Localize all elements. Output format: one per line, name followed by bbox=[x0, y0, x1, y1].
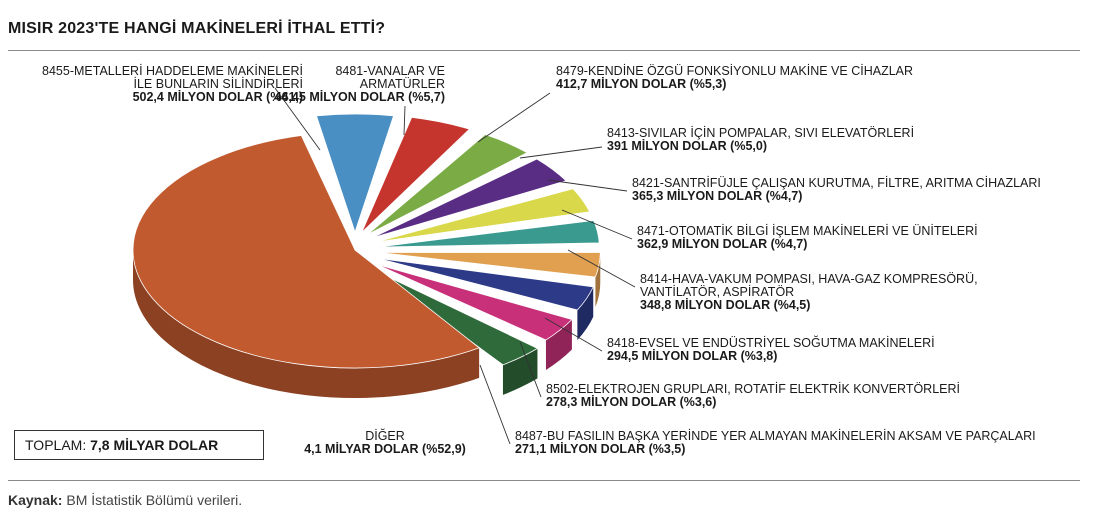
slice-label-3: 8413-SIVILAR İÇİN POMPALAR, SIVI ELEVATÖ… bbox=[607, 126, 914, 153]
slice-label-10: DİĞER 4,1 MİLYAR DOLAR (%52,9) bbox=[304, 428, 466, 456]
pie-slice-10 bbox=[132, 135, 480, 369]
source-text: BM İstatistik Bölümü verileri. bbox=[66, 492, 243, 508]
slice-name-line: 8421-SANTRİFÜJLE ÇALIŞAN KURUTMA, FİLTRE… bbox=[632, 176, 1041, 190]
leader-line-0 bbox=[274, 87, 321, 151]
slice-name-line: 8502-ELEKTROJEN GRUPLARI, ROTATİF ELEKTR… bbox=[546, 382, 960, 396]
leader-line-1 bbox=[403, 105, 406, 136]
slice-label-5: 8471-OTOMATİK BİLGİ İŞLEM MAKİNELERİ VE … bbox=[637, 224, 978, 251]
total-box: TOPLAM: 7,8 MİLYAR DOLAR bbox=[14, 430, 264, 460]
slice-label-4: 8421-SANTRİFÜJLE ÇALIŞAN KURUTMA, FİLTRE… bbox=[632, 176, 1041, 203]
pie-slice-side-8 bbox=[545, 319, 572, 370]
pie-slice-side-7 bbox=[577, 286, 594, 341]
slice-value-label: 365,3 MİLYON DOLAR (%4,7) bbox=[632, 188, 802, 203]
slice-value-label: 4,1 MİLYAR DOLAR (%52,9) bbox=[304, 441, 466, 456]
pie-slice-side-9 bbox=[502, 348, 538, 395]
leader-line-3 bbox=[519, 146, 603, 159]
pie-slice-4 bbox=[375, 188, 591, 243]
top-divider bbox=[8, 50, 1080, 51]
pie-slice-2 bbox=[367, 134, 529, 235]
pie-slice-8 bbox=[375, 263, 573, 341]
slice-name-line: 8414-HAVA-VAKUM POMPASI, HAVA-GAZ KOMPRE… bbox=[640, 272, 978, 286]
slice-value-label: 278,3 MİLYON DOLAR (%3,6) bbox=[546, 394, 716, 409]
slice-value-label: 502,4 MİLYON DOLAR (%6,4) bbox=[133, 89, 303, 104]
slice-name-line: ARMATÜRLER bbox=[360, 77, 445, 91]
slice-value-label: 348,8 MİLYON DOLAR (%4,5) bbox=[640, 297, 810, 312]
slice-label-0: 8455-METALLERİ HADDELEME MAKİNELERİ İLE B… bbox=[42, 64, 303, 104]
slice-name-line: 8418-EVSEL VE ENDÜSTRİYEL SOĞUTMA MAKİNE… bbox=[607, 335, 935, 350]
leader-line-4 bbox=[547, 179, 628, 192]
slice-name-line: 8455-METALLERİ HADDELEME MAKİNELERİ bbox=[42, 64, 303, 78]
chart-title: MISIR 2023'TE HANGİ MAKİNELERİ İTHAL ETT… bbox=[8, 20, 386, 37]
leader-line-2 bbox=[477, 92, 551, 143]
total-label: TOPLAM: bbox=[25, 437, 87, 453]
leader-line-6 bbox=[567, 249, 636, 288]
leader-line-5 bbox=[561, 209, 633, 240]
slice-label-8: 8502-ELEKTROJEN GRUPLARI, ROTATİF ELEKTR… bbox=[546, 382, 960, 409]
pie-slice-side-10 bbox=[133, 250, 480, 399]
leader-line-9 bbox=[479, 364, 511, 445]
slice-label-6: 8414-HAVA-VAKUM POMPASI, HAVA-GAZ KOMPRE… bbox=[640, 272, 978, 312]
pie-slice-5 bbox=[377, 220, 600, 248]
leader-line-8 bbox=[519, 341, 542, 398]
pie-slice-3 bbox=[371, 158, 567, 239]
slice-name-line: VANTİLATÖR, ASPİRATÖR bbox=[640, 285, 794, 299]
slice-label-1: 8481-VANALAR VE ARMATÜRLER 441,5 MİLYON DO… bbox=[275, 64, 445, 104]
total-value: 7,8 MİLYAR DOLAR bbox=[90, 437, 219, 453]
slice-value-label: 294,5 MİLYON DOLAR (%3,8) bbox=[607, 348, 777, 363]
slice-name-line: 8479-KENDİNE ÖZGÜ FONKSİYONLU MAKİNE VE … bbox=[556, 64, 913, 78]
pie-slice-1 bbox=[361, 116, 471, 233]
slice-name-line: 8481-VANALAR VE bbox=[335, 64, 445, 78]
slice-label-2: 8479-KENDİNE ÖZGÜ FONKSİYONLU MAKİNE VE … bbox=[556, 64, 913, 91]
slice-label-9: 8487-BU FASILIN BAŞKA YERİNDE YER ALMAYA… bbox=[515, 429, 1036, 456]
bottom-divider bbox=[8, 480, 1080, 481]
pie-slice-0 bbox=[315, 113, 395, 234]
slice-value-label: 362,9 MİLYON DOLAR (%4,7) bbox=[637, 236, 807, 251]
slice-name-line: 8471-OTOMATİK BİLGİ İŞLEM MAKİNELERİ VE … bbox=[637, 224, 978, 238]
slice-name-line: DİĞER bbox=[365, 428, 405, 443]
source-label: Kaynak: bbox=[8, 492, 63, 508]
pie-chart: 8455-METALLERİ HADDELEME MAKİNELERİ İLE B… bbox=[42, 64, 1041, 456]
source-note: Kaynak: BM İstatistik Bölümü verileri. bbox=[8, 492, 242, 508]
pie-slice-6 bbox=[378, 252, 601, 278]
slice-name-line: 8487-BU FASILIN BAŞKA YERİNDE YER ALMAYA… bbox=[515, 429, 1036, 443]
slice-value-label: 412,7 MİLYON DOLAR (%5,3) bbox=[556, 76, 726, 91]
slice-value-label: 271,1 MİLYON DOLAR (%3,5) bbox=[515, 441, 685, 456]
leader-line-7 bbox=[544, 317, 603, 352]
slice-name-line: 8413-SIVILAR İÇİN POMPALAR, SIVI ELEVATÖ… bbox=[607, 126, 914, 140]
slice-label-7: 8418-EVSEL VE ENDÜSTRİYEL SOĞUTMA MAKİNE… bbox=[607, 335, 935, 363]
slice-value-label: 391 MİLYON DOLAR (%5,0) bbox=[607, 138, 767, 153]
slice-value-label: 441,5 MİLYON DOLAR (%5,7) bbox=[275, 89, 445, 104]
pie-slice-7 bbox=[377, 257, 594, 311]
slice-name-line: İLE BUNLARIN SİLİNDİRLERİ bbox=[134, 77, 304, 91]
pie-slice-9 bbox=[372, 269, 539, 366]
